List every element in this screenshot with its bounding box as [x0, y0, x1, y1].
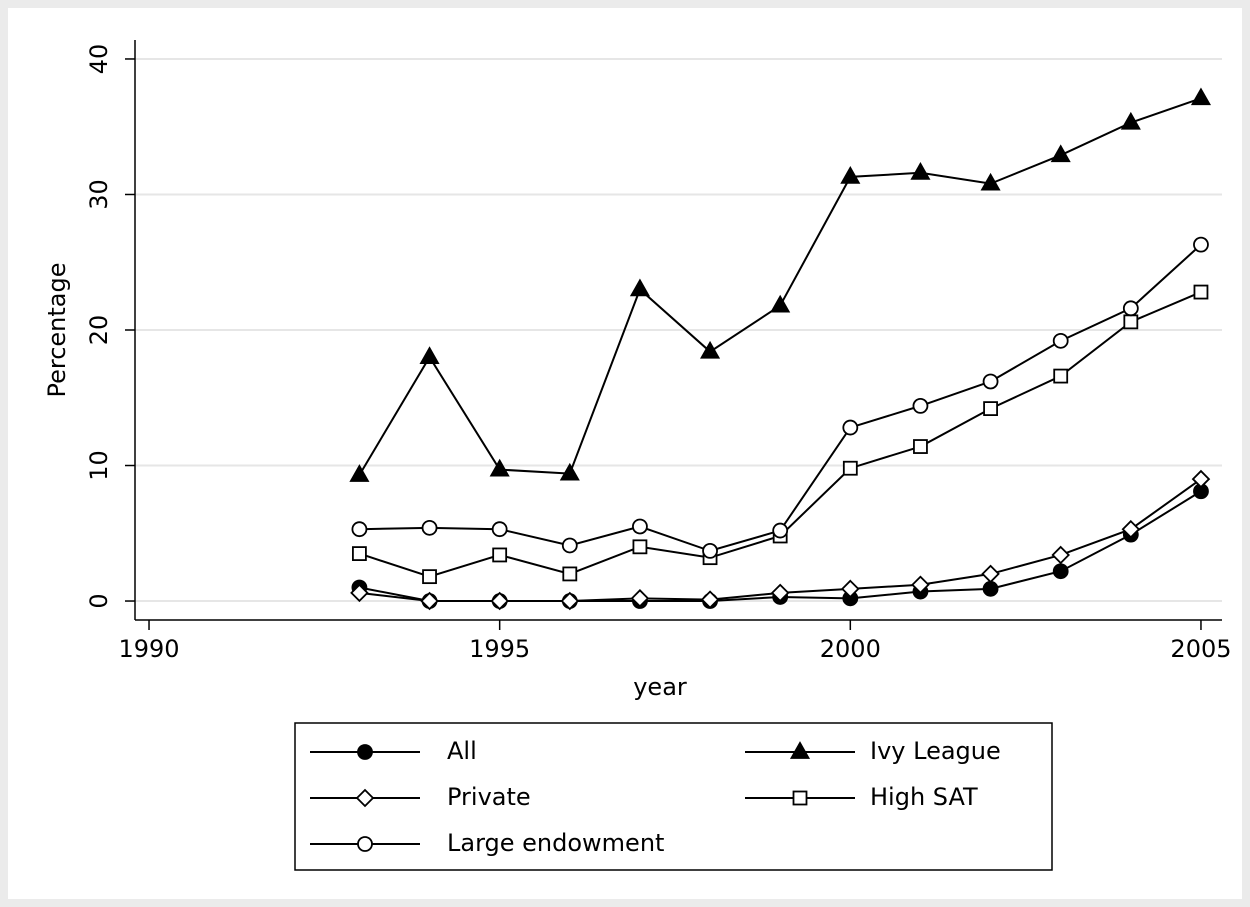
marker	[421, 519, 438, 536]
marker	[560, 591, 580, 611]
marker	[1052, 332, 1069, 349]
marker	[842, 419, 859, 436]
y-tick-label: 20	[85, 315, 113, 346]
marker	[350, 583, 369, 603]
marker	[981, 564, 1000, 584]
marker	[349, 464, 370, 482]
marker	[489, 458, 510, 477]
marker	[422, 569, 437, 585]
legend-marker	[792, 790, 808, 806]
x-tick-label: 2000	[820, 635, 881, 663]
marker	[702, 542, 718, 559]
marker	[352, 546, 367, 561]
marker	[841, 579, 860, 599]
marker	[629, 278, 650, 297]
x-tick-label: 2005	[1170, 635, 1231, 663]
marker	[561, 537, 578, 554]
marker	[1193, 236, 1209, 253]
marker	[420, 591, 439, 611]
marker	[700, 590, 720, 609]
marker	[983, 401, 998, 416]
marker	[1123, 314, 1139, 330]
legend-label: Ivy League	[870, 737, 1001, 765]
marker	[700, 340, 721, 359]
legend-marker	[357, 836, 373, 852]
marker	[1052, 563, 1069, 580]
marker	[910, 161, 931, 180]
marker	[1121, 519, 1141, 539]
marker	[1053, 368, 1069, 384]
marker	[562, 566, 578, 582]
marker	[1050, 144, 1071, 163]
marker	[772, 522, 789, 539]
marker	[912, 397, 929, 414]
marker	[913, 439, 928, 454]
marker	[911, 575, 930, 595]
marker	[630, 589, 650, 608]
marker	[842, 460, 858, 476]
legend	[294, 722, 1053, 871]
y-tick-label: 30	[85, 179, 113, 210]
marker	[419, 346, 440, 365]
legend-label: All	[447, 737, 477, 765]
marker	[559, 462, 580, 481]
legend-label: Private	[447, 783, 531, 811]
legend-label: Large endowment	[447, 829, 664, 857]
marker	[1193, 284, 1209, 300]
marker	[982, 373, 999, 390]
legend-marker	[355, 788, 375, 808]
y-axis-title: Percentage	[43, 262, 71, 397]
marker	[1120, 111, 1141, 130]
marker	[1191, 469, 1211, 489]
marker	[632, 518, 648, 535]
marker	[1122, 300, 1139, 317]
marker	[1190, 87, 1212, 106]
marker	[632, 539, 648, 555]
marker	[490, 591, 509, 611]
marker	[1051, 545, 1070, 565]
marker	[982, 580, 999, 597]
legend-label: High SAT	[870, 783, 978, 811]
y-tick-label: 40	[85, 44, 113, 75]
marker	[770, 294, 791, 313]
marker	[980, 172, 1001, 191]
x-tick-label: 1990	[118, 635, 179, 663]
marker	[770, 583, 790, 603]
y-tick-label: 0	[85, 593, 113, 608]
legend-marker	[357, 744, 373, 760]
marker	[491, 521, 508, 538]
marker	[492, 547, 508, 563]
x-axis-title: year	[633, 673, 687, 701]
marker	[840, 166, 861, 184]
marker	[351, 521, 368, 538]
x-tick-label: 1995	[469, 635, 530, 663]
legend-marker	[789, 741, 811, 759]
y-tick-label: 10	[85, 450, 113, 481]
